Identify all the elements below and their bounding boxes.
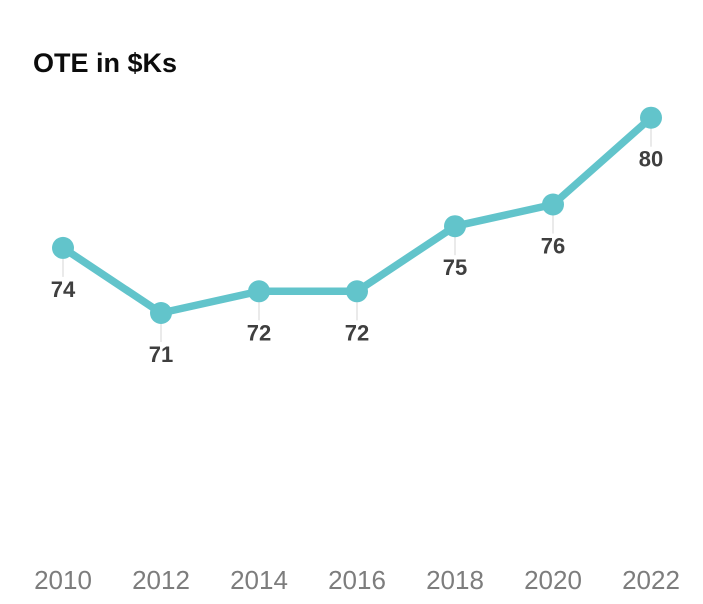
data-point-marker: [640, 106, 662, 129]
data-point-label: 72: [345, 320, 369, 345]
x-axis-label: 2018: [426, 565, 484, 595]
data-point-marker: [542, 193, 564, 216]
data-point-marker: [52, 236, 74, 259]
data-point-label: 76: [541, 234, 565, 259]
data-point-label: 74: [51, 277, 76, 302]
data-point-marker: [444, 215, 466, 238]
chart-title: OTE in $Ks: [33, 48, 178, 78]
data-point-label: 80: [639, 147, 663, 172]
data-point-label: 72: [247, 320, 271, 345]
data-point-label: 71: [149, 342, 173, 367]
x-axis-label: 2016: [328, 565, 386, 595]
data-point-label: 75: [443, 255, 467, 280]
x-axis-label: 2010: [34, 565, 92, 595]
x-axis-label: 2022: [622, 565, 680, 595]
x-axis-label: 2020: [524, 565, 582, 595]
x-axis-label: 2014: [230, 565, 288, 595]
x-axis-label: 2012: [132, 565, 190, 595]
data-point-marker: [150, 302, 172, 324]
data-point-marker: [248, 280, 270, 303]
data-point-marker: [346, 280, 368, 303]
